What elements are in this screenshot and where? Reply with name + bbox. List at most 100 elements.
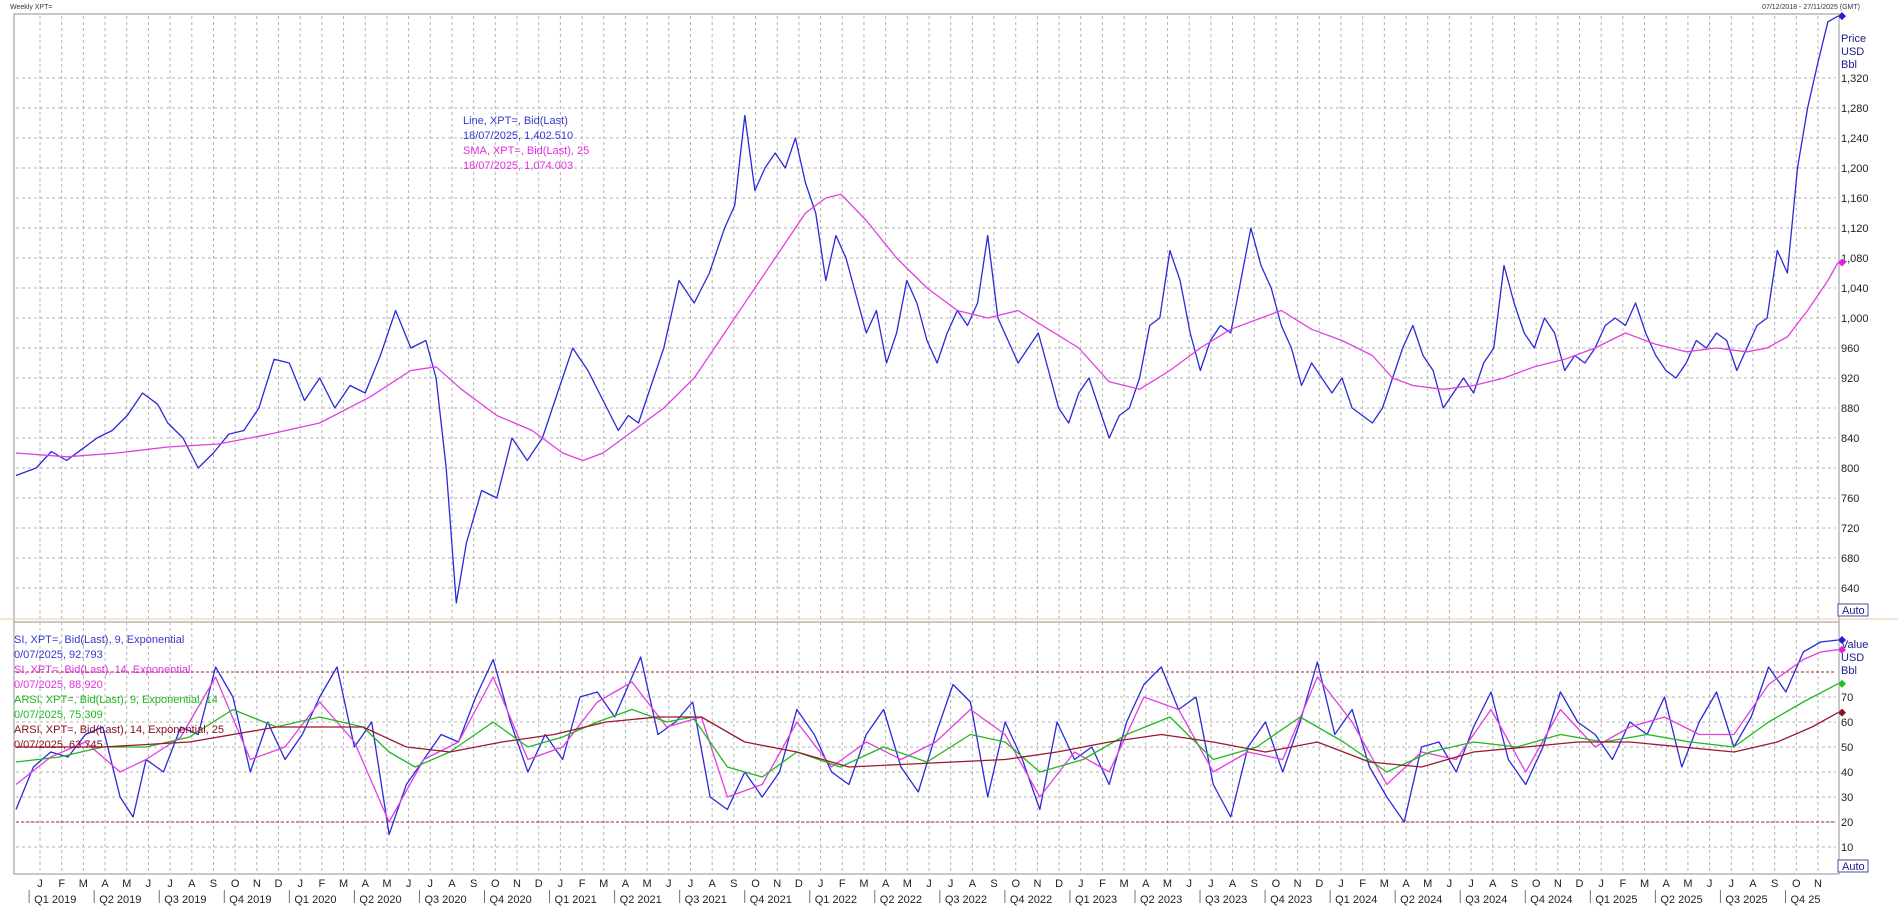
month-tick-label: O bbox=[231, 878, 240, 890]
month-tick-label: J bbox=[948, 878, 954, 890]
indicator-series-group bbox=[15, 639, 1839, 836]
price-tick-label: 1,040 bbox=[1841, 283, 1869, 295]
price-tick-label: 1,120 bbox=[1841, 223, 1869, 235]
month-tick-label: S bbox=[730, 878, 737, 890]
month-tick-label: M bbox=[643, 878, 652, 890]
month-tick-label: J bbox=[1729, 878, 1735, 890]
value-auto-box bbox=[1837, 859, 1869, 873]
price-tick-label: 1,240 bbox=[1841, 133, 1869, 145]
quarter-tick-label: Q4 2022 bbox=[1010, 894, 1052, 906]
month-tick-label: J bbox=[297, 878, 303, 890]
month-tick-label: A bbox=[622, 878, 630, 890]
quarter-tick-label: Q3 2022 bbox=[945, 894, 987, 906]
indicator-series-line-1 bbox=[15, 649, 1839, 823]
quarter-tick-label: Q1 2023 bbox=[1075, 894, 1117, 906]
price-axis-label: Price bbox=[1841, 33, 1866, 45]
price-tick-label: 880 bbox=[1841, 403, 1859, 415]
month-tick-label: F bbox=[1619, 878, 1626, 890]
month-tick-label: M bbox=[79, 878, 88, 890]
quarter-tick-label: Q2 2024 bbox=[1400, 894, 1442, 906]
last-value-marker bbox=[1838, 645, 1846, 654]
header-left: Weekly XPT= bbox=[10, 4, 52, 11]
last-value-marker bbox=[1838, 12, 1846, 21]
indicator-legend-entry: 0/07/2025, 88.920 bbox=[14, 679, 103, 691]
month-tick-label: M bbox=[599, 878, 608, 890]
reference-lines bbox=[16, 671, 1836, 823]
month-tick-label: F bbox=[1099, 878, 1106, 890]
value-tick-label: 10 bbox=[1841, 842, 1853, 854]
month-tick-label: F bbox=[579, 878, 586, 890]
month-tick-label: D bbox=[275, 878, 283, 890]
price-tick-label: 960 bbox=[1841, 343, 1859, 355]
month-tick-label: A bbox=[1663, 878, 1671, 890]
month-tick-label: A bbox=[1229, 878, 1237, 890]
month-tick-label: F bbox=[1359, 878, 1366, 890]
month-tick-label: J bbox=[406, 878, 412, 890]
price-tick-label: 1,200 bbox=[1841, 163, 1869, 175]
month-tick-label: N bbox=[1814, 878, 1822, 890]
header-right: 07/12/2018 - 27/11/2025 (GMT) bbox=[1762, 4, 1860, 11]
month-tick-label: J bbox=[1447, 878, 1453, 890]
month-tick-label: J bbox=[37, 878, 43, 890]
value-axis-label: USD bbox=[1841, 652, 1864, 664]
value-tick-label: 20 bbox=[1841, 817, 1853, 829]
last-value-marker bbox=[1838, 708, 1846, 717]
last-value-marker bbox=[1838, 636, 1846, 645]
price-axis-label: Bbl bbox=[1841, 59, 1857, 71]
month-tick-label: O bbox=[751, 878, 760, 890]
quarter-tick-label: Q2 2025 bbox=[1660, 894, 1702, 906]
value-tick-label: 40 bbox=[1841, 767, 1853, 779]
quarter-tick-label: Q1 2021 bbox=[555, 894, 597, 906]
indicator-legend: SI, XPT=, Bid(Last), 9, Exponential 0/07/… bbox=[14, 634, 224, 751]
last-value-marker bbox=[1838, 679, 1846, 688]
month-tick-label: O bbox=[1792, 878, 1801, 890]
month-tick-label: S bbox=[1511, 878, 1518, 890]
value-tick-label: 70 bbox=[1841, 692, 1853, 704]
month-tick-label: O bbox=[1011, 878, 1020, 890]
indicator-legend-entry: 0/07/2025, 92.793 bbox=[14, 649, 103, 661]
month-tick-label: N bbox=[1033, 878, 1041, 890]
quarter-tick-label: Q4 2023 bbox=[1270, 894, 1312, 906]
month-tick-label: M bbox=[382, 878, 391, 890]
month-tick-label: S bbox=[470, 878, 477, 890]
price-auto-label: Auto bbox=[1842, 605, 1865, 617]
quarter-tick-label: Q4 2020 bbox=[490, 894, 532, 906]
month-tick-label: A bbox=[1749, 878, 1757, 890]
quarter-tick-label: Q3 2024 bbox=[1465, 894, 1507, 906]
price-legend-entry: 18/07/2025, 1,074.003 bbox=[463, 160, 573, 172]
month-tick-label: M bbox=[1380, 878, 1389, 890]
indicator-series-line-2 bbox=[15, 683, 1839, 778]
month-tick-label: A bbox=[1489, 878, 1497, 890]
month-tick-label: J bbox=[666, 878, 672, 890]
month-tick-label: J bbox=[1186, 878, 1192, 890]
quarter-tick-label: Q3 2025 bbox=[1725, 894, 1767, 906]
month-tick-label: N bbox=[513, 878, 521, 890]
quarter-tick-label: Q1 2025 bbox=[1595, 894, 1637, 906]
month-tick-label: M bbox=[1683, 878, 1692, 890]
month-tick-label: D bbox=[1055, 878, 1063, 890]
month-tick-label: J bbox=[688, 878, 694, 890]
month-tick-label: J bbox=[428, 878, 434, 890]
price-tick-label: 800 bbox=[1841, 463, 1859, 475]
month-tick-label: M bbox=[339, 878, 348, 890]
month-tick-label: F bbox=[839, 878, 846, 890]
indicator-legend-entry: ARSI, XPT=, Bid(Last), 14, Exponential, … bbox=[14, 724, 224, 736]
month-tick-label: N bbox=[1554, 878, 1562, 890]
value-axis-label: Bbl bbox=[1841, 665, 1857, 677]
month-tick-label: A bbox=[188, 878, 196, 890]
indicator-pane-frame bbox=[13, 621, 1840, 875]
quarter-tick-label: Q1 2020 bbox=[294, 894, 336, 906]
month-tick-label: J bbox=[1208, 878, 1214, 890]
indicator-legend-entry: 0/07/2025, 63.745 bbox=[14, 739, 103, 751]
quarter-tick-label: Q4 25 bbox=[1790, 894, 1820, 906]
price-series-line-1 bbox=[15, 193, 1839, 462]
month-tick-label: N bbox=[773, 878, 781, 890]
value-auto-label: Auto bbox=[1842, 861, 1865, 873]
month-tick-label: M bbox=[1120, 878, 1129, 890]
chart-header: Weekly XPT= 07/12/2018 - 27/11/2025 (GMT… bbox=[10, 4, 1860, 11]
quarter-tick-label: Q2 2019 bbox=[99, 894, 141, 906]
price-tick-label: 1,000 bbox=[1841, 313, 1869, 325]
